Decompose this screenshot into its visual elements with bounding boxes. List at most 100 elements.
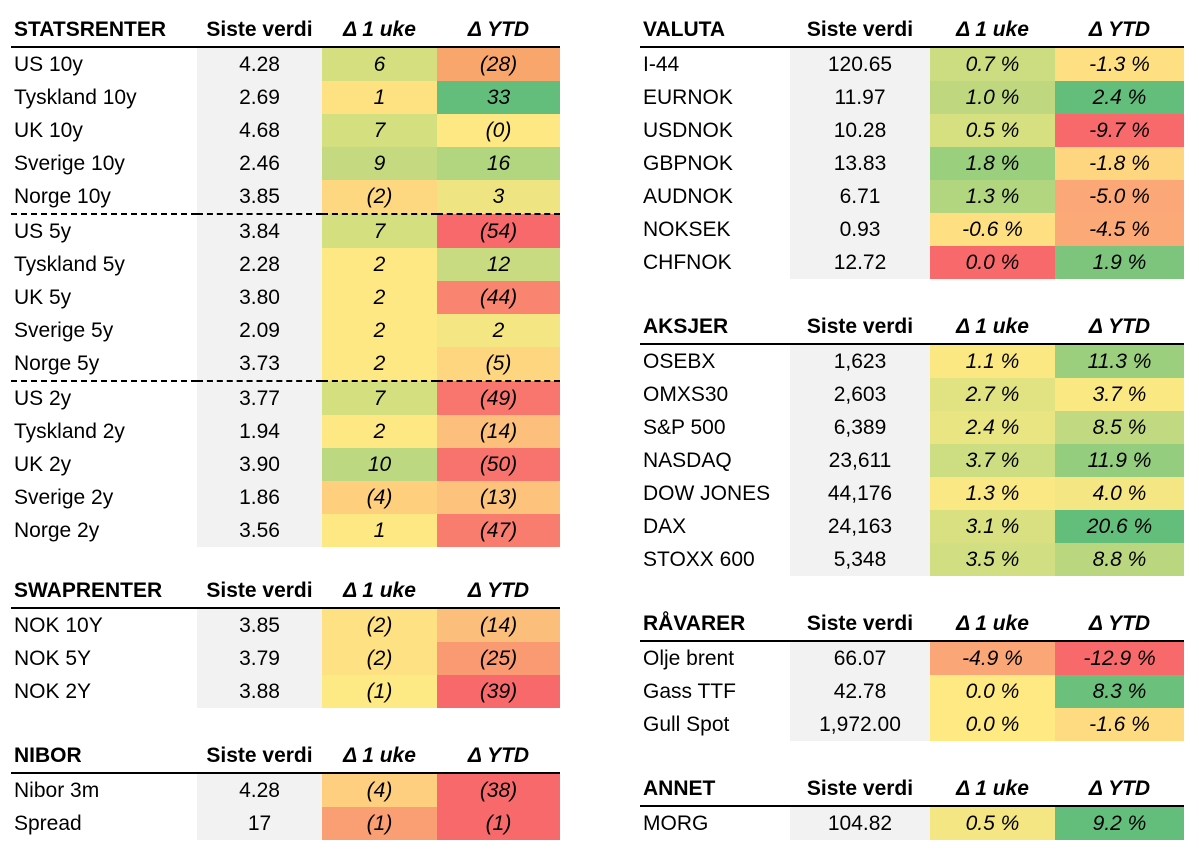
row-name: Tyskland 2y: [14, 419, 125, 443]
row-change-1-week: (4): [322, 773, 437, 807]
statsrenter-table: STATSRENTER Siste verdi Δ 1 uke Δ YTD US 10y…: [11, 13, 560, 547]
row-change-ytd: -1.6 %: [1055, 708, 1184, 741]
row-value: 3.88: [197, 675, 322, 708]
row-name: US 2y: [14, 386, 72, 410]
row-change-1-week: 0.5 %: [930, 806, 1055, 840]
row-change-1-week: 2.7 %: [930, 378, 1055, 411]
row-change-ytd: (54): [437, 214, 560, 248]
header-delta-ytd: Δ YTD: [1055, 607, 1184, 642]
table-row: Norge 10y 3.85 (2) 3: [11, 180, 560, 215]
table-row: S&P 500 6,389 2.4 % 8.5 %: [640, 411, 1184, 444]
row-change-ytd: 1.9 %: [1055, 246, 1184, 279]
row-value: 3.84: [197, 214, 322, 248]
row-change-1-week: (2): [322, 608, 437, 642]
table-row: NASDAQ 23,611 3.7 % 11.9 %: [640, 444, 1184, 477]
row-change-1-week: 1.8 %: [930, 147, 1055, 180]
row-value: 2.09: [197, 314, 322, 347]
row-change-1-week: 0.0 %: [930, 246, 1055, 279]
header-siste-verdi: Siste verdi: [790, 607, 930, 642]
row-name: Norge 5y: [11, 347, 197, 382]
row-name: Tyskland 10y: [14, 85, 137, 109]
row-change-ytd: 20.6 %: [1055, 510, 1184, 543]
row-name: UK 5y: [14, 285, 72, 309]
row-change-1-week: 1.3 %: [930, 477, 1055, 510]
aksjer-table: AKSJER Siste verdi Δ 1 uke Δ YTD OSEBX 1,623 1…: [640, 310, 1184, 576]
table-row: Norge 5y 3.73 2 (5): [11, 347, 560, 382]
table-row: DAX 24,163 3.1 % 20.6 %: [640, 510, 1184, 543]
row-change-1-week: 2: [322, 347, 437, 382]
row-value: 4.28: [197, 773, 322, 807]
table-row: US 5y 3.84 7 (54): [11, 214, 560, 248]
row-value: 3.85: [197, 180, 322, 215]
row-name: Norge 2y: [14, 518, 100, 542]
row-value: 10.28: [790, 114, 930, 147]
row-name: USDNOK: [643, 118, 733, 142]
header-delta-1-uke: Δ 1 uke: [930, 310, 1055, 345]
header-siste-verdi: Siste verdi: [197, 739, 322, 774]
row-change-ytd: 11.9 %: [1055, 444, 1184, 477]
row-value: 2.46: [197, 147, 322, 180]
row-change-ytd: (5): [437, 347, 560, 382]
table-row: US 10y 4.28 6 (28): [11, 47, 560, 81]
row-value: 3.56: [197, 514, 322, 547]
header-siste-verdi: Siste verdi: [790, 13, 930, 48]
row-change-ytd: (13): [437, 481, 560, 514]
row-name: DOW JONES: [643, 481, 771, 505]
row-name: CHFNOK: [643, 250, 732, 274]
row-value: 2.69: [197, 81, 322, 114]
row-value: 104.82: [790, 806, 930, 840]
row-name: MORG: [643, 811, 709, 835]
table-title: ANNET: [640, 772, 790, 807]
table-row: Sverige 10y 2.46 9 16: [11, 147, 560, 180]
table-row: Nibor 3m 4.28 (4) (38): [11, 773, 560, 807]
row-change-ytd: 4.0 %: [1055, 477, 1184, 510]
header-delta-1-uke: Δ 1 uke: [930, 772, 1055, 807]
row-change-ytd: 2.4 %: [1055, 81, 1184, 114]
table-title: NIBOR: [11, 739, 197, 774]
row-name: NASDAQ: [643, 448, 732, 472]
row-change-ytd: (47): [437, 514, 560, 547]
table-row: Tyskland 10y 2.69 1 33: [11, 81, 560, 114]
row-name: AUDNOK: [643, 184, 733, 208]
row-name: Gull Spot: [643, 712, 730, 736]
header-delta-ytd: Δ YTD: [1055, 310, 1184, 345]
row-change-1-week: 7: [322, 214, 437, 248]
row-value: 3.90: [197, 448, 322, 481]
header-siste-verdi: Siste verdi: [790, 772, 930, 807]
table-row: NOK 2Y 3.88 (1) (39): [11, 675, 560, 708]
row-change-ytd: (14): [437, 608, 560, 642]
row-change-ytd: 8.5 %: [1055, 411, 1184, 444]
table-row: OMXS30 2,603 2.7 % 3.7 %: [640, 378, 1184, 411]
row-change-1-week: 1.0 %: [930, 81, 1055, 114]
row-change-1-week: 2: [322, 248, 437, 281]
row-change-1-week: 2: [322, 314, 437, 347]
row-name: EURNOK: [643, 85, 733, 109]
row-change-1-week: (2): [322, 180, 437, 215]
row-name: NOK 2Y: [14, 679, 92, 703]
table-row: USDNOK 10.28 0.5 % -9.7 %: [640, 114, 1184, 147]
row-change-ytd: -9.7 %: [1055, 114, 1184, 147]
header-row: STATSRENTER Siste verdi Δ 1 uke Δ YTD: [11, 13, 560, 48]
row-change-ytd: -1.3 %: [1055, 47, 1184, 81]
table-row: Olje brent 66.07 -4.9 % -12.9 %: [640, 641, 1184, 675]
row-value: 66.07: [790, 641, 930, 675]
header-delta-ytd: Δ YTD: [437, 739, 560, 774]
row-change-ytd: 11.3 %: [1055, 344, 1184, 378]
row-change-ytd: (38): [437, 773, 560, 807]
table-row: Sverige 2y 1.86 (4) (13): [11, 481, 560, 514]
row-value: 17: [197, 807, 322, 840]
table-row: US 2y 3.77 7 (49): [11, 381, 560, 415]
table-row: UK 5y 3.80 2 (44): [11, 281, 560, 314]
row-value: 23,611: [790, 444, 930, 477]
table-row: GBPNOK 13.83 1.8 % -1.8 %: [640, 147, 1184, 180]
ravarer-table: RÅVARER Siste verdi Δ 1 uke Δ YTD Olje brent…: [640, 607, 1184, 741]
header-delta-ytd: Δ YTD: [437, 574, 560, 609]
row-change-1-week: (1): [322, 675, 437, 708]
row-name: STOXX 600: [643, 547, 755, 571]
row-change-ytd: (25): [437, 642, 560, 675]
table-row: Gass TTF 42.78 0.0 % 8.3 %: [640, 675, 1184, 708]
row-change-ytd: 8.3 %: [1055, 675, 1184, 708]
nibor-table: NIBOR Siste verdi Δ 1 uke Δ YTD Nibor 3m 4.28…: [11, 739, 560, 840]
row-change-1-week: 1: [322, 514, 437, 547]
row-value: 24,163: [790, 510, 930, 543]
